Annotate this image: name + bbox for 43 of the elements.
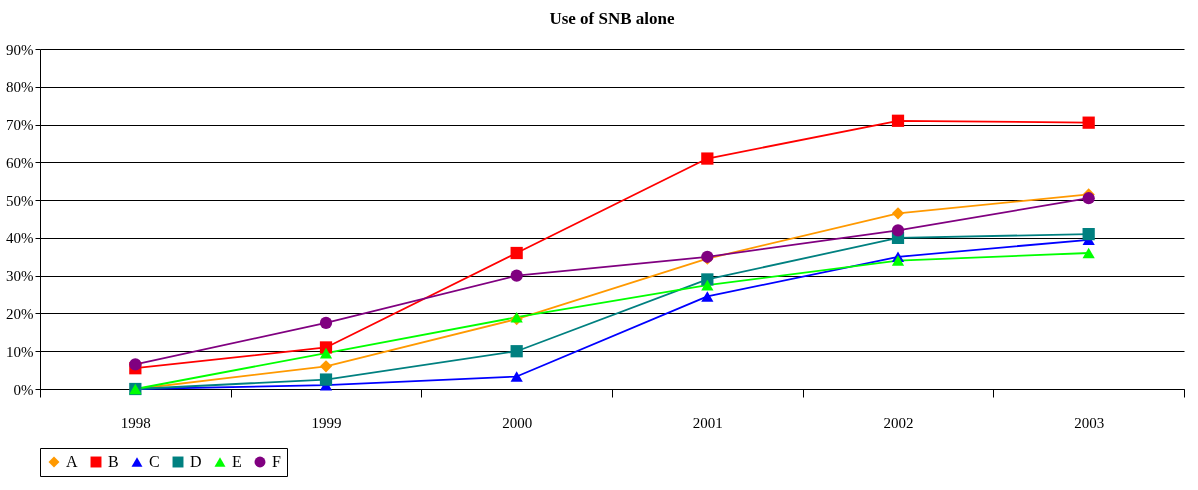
x-tick-label: 2000	[502, 414, 533, 431]
y-tick-label: 90%	[6, 41, 34, 58]
point	[319, 316, 333, 329]
point	[891, 207, 905, 220]
y-tick-label: 70%	[6, 117, 34, 134]
legend-label: E	[232, 453, 242, 470]
point	[1082, 116, 1095, 129]
point	[510, 371, 523, 382]
x-tick-label: 1999	[311, 414, 342, 431]
y-tick-label: 80%	[6, 79, 34, 96]
chart-title: Use of SNB alone	[549, 9, 676, 28]
legend-label: F	[272, 453, 281, 470]
y-tick-label: 40%	[6, 230, 34, 247]
point	[319, 373, 333, 386]
legend-label: C	[149, 453, 160, 470]
point	[701, 152, 714, 165]
legend-label: A	[66, 453, 78, 470]
point	[510, 345, 523, 358]
y-tick-label: 10%	[6, 343, 34, 360]
point	[1082, 192, 1095, 205]
point	[129, 358, 142, 371]
legend-label: D	[190, 453, 202, 470]
point	[891, 114, 905, 127]
point	[319, 347, 333, 359]
x-tick-label: 2003	[1074, 414, 1105, 431]
y-tick-label: 60%	[6, 154, 34, 171]
point	[510, 246, 523, 260]
y-tick-label: 0%	[13, 381, 34, 398]
point	[1082, 247, 1095, 259]
point	[891, 255, 905, 266]
y-tick-label: 30%	[6, 268, 34, 285]
y-tick-label: 20%	[6, 305, 34, 322]
x-tick-label: 2001	[692, 414, 723, 431]
x-tick-label: 2002	[883, 414, 914, 431]
legend-label: B	[108, 453, 119, 470]
point	[319, 360, 333, 373]
y-tick-label: 50%	[6, 192, 34, 209]
point	[510, 269, 523, 282]
point	[701, 291, 714, 302]
point	[891, 224, 905, 237]
point	[1082, 227, 1095, 241]
point	[701, 279, 714, 291]
x-tick-label: 1998	[120, 414, 151, 431]
